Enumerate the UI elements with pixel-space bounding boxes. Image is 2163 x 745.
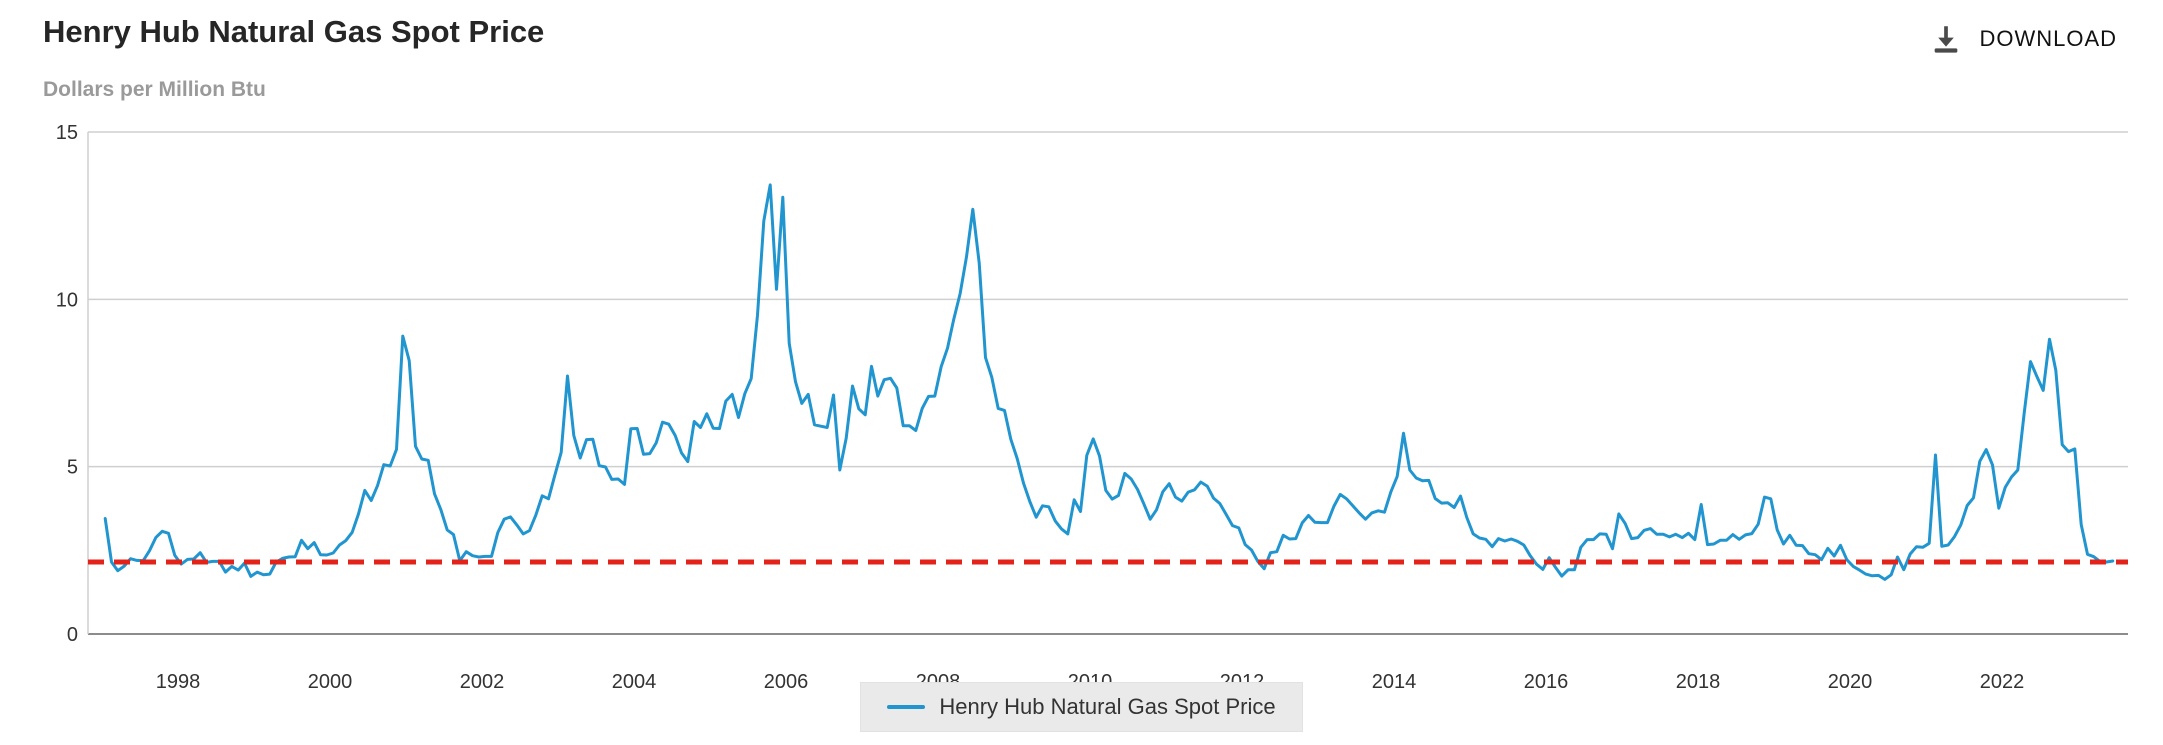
x-tick-label: 2014 xyxy=(1372,671,1417,693)
y-tick-label: 10 xyxy=(56,289,78,311)
page-title: Henry Hub Natural Gas Spot Price xyxy=(43,14,545,49)
x-tick-label: 2022 xyxy=(1980,671,2025,693)
download-label: DOWNLOAD xyxy=(1979,26,2117,51)
legend-label: Henry Hub Natural Gas Spot Price xyxy=(939,694,1276,719)
y-tick-label: 5 xyxy=(67,457,78,479)
chart-units-label: Dollars per Million Btu xyxy=(43,78,266,101)
legend-item-henry-hub[interactable]: Henry Hub Natural Gas Spot Price xyxy=(860,682,1303,732)
download-icon xyxy=(1929,22,1963,56)
x-tick-label: 2020 xyxy=(1828,671,1873,693)
x-tick-label: 1998 xyxy=(156,671,201,693)
price-line-series xyxy=(103,183,2115,581)
download-button[interactable]: DOWNLOAD xyxy=(1929,22,2117,56)
x-tick-label: 2018 xyxy=(1676,671,1721,693)
x-tick-label: 2002 xyxy=(460,671,505,693)
x-tick-label: 2000 xyxy=(308,671,353,693)
y-tick-label: 0 xyxy=(67,624,78,646)
y-tick-label: 15 xyxy=(56,122,78,144)
legend-line-swatch xyxy=(887,705,926,709)
chart-legend: Henry Hub Natural Gas Spot Price xyxy=(0,682,2163,732)
x-tick-label: 2016 xyxy=(1524,671,1569,693)
x-tick-label: 2004 xyxy=(612,671,657,693)
x-tick-label: 2006 xyxy=(764,671,809,693)
